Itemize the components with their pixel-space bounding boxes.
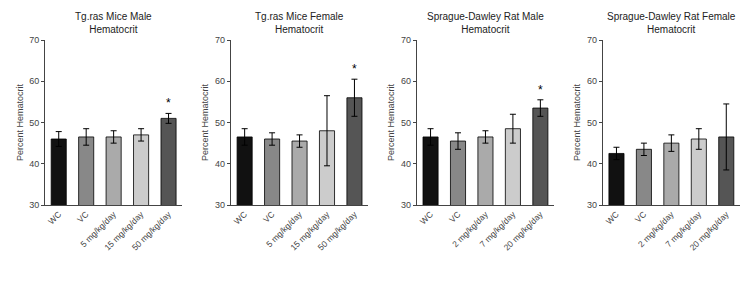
svg-text:20 mg/kg/day: 20 mg/kg/day xyxy=(502,209,546,253)
svg-text:70: 70 xyxy=(215,35,225,45)
svg-text:Sprague-Dawley Rat MaleHematoc: Sprague-Dawley Rat MaleHematocrit xyxy=(427,11,544,35)
svg-text:WC: WC xyxy=(604,209,621,226)
svg-text:*: * xyxy=(352,62,357,76)
svg-text:7 mg/kg/day: 7 mg/kg/day xyxy=(663,209,703,249)
svg-text:15 mg/kg/day: 15 mg/kg/day xyxy=(288,209,332,253)
svg-text:20 mg/kg/day: 20 mg/kg/day xyxy=(688,209,732,253)
svg-text:5 mg/kg/day: 5 mg/kg/day xyxy=(264,209,304,249)
svg-text:VC: VC xyxy=(75,209,90,224)
svg-text:40: 40 xyxy=(401,159,411,169)
svg-text:2 mg/kg/day: 2 mg/kg/day xyxy=(636,209,676,249)
svg-text:VC: VC xyxy=(447,209,462,224)
svg-text:60: 60 xyxy=(401,76,411,86)
svg-text:*: * xyxy=(538,83,543,97)
svg-text:50: 50 xyxy=(587,118,597,128)
svg-text:VC: VC xyxy=(261,209,276,224)
svg-text:5 mg/kg/day: 5 mg/kg/day xyxy=(78,209,118,249)
svg-text:50: 50 xyxy=(401,118,411,128)
svg-text:50 mg/kg/day: 50 mg/kg/day xyxy=(316,209,360,253)
svg-text:40: 40 xyxy=(215,159,225,169)
svg-text:Percent Hematocrit: Percent Hematocrit xyxy=(200,83,210,161)
svg-text:15 mg/kg/day: 15 mg/kg/day xyxy=(102,209,146,253)
svg-text:30: 30 xyxy=(401,200,411,210)
svg-text:Tg.ras Mice MaleHematocrit: Tg.ras Mice MaleHematocrit xyxy=(75,11,152,35)
svg-text:70: 70 xyxy=(401,35,411,45)
svg-text:50: 50 xyxy=(29,118,39,128)
svg-text:70: 70 xyxy=(587,35,597,45)
svg-text:50: 50 xyxy=(215,118,225,128)
svg-text:30: 30 xyxy=(215,200,225,210)
svg-text:30: 30 xyxy=(29,200,39,210)
svg-text:40: 40 xyxy=(587,159,597,169)
svg-text:30: 30 xyxy=(587,200,597,210)
svg-text:Percent Hematocrit: Percent Hematocrit xyxy=(386,83,396,161)
svg-text:WC: WC xyxy=(232,209,249,226)
svg-text:7 mg/kg/day: 7 mg/kg/day xyxy=(478,209,518,249)
svg-text:60: 60 xyxy=(215,76,225,86)
svg-text:Tg.ras Mice FemaleHematocrit: Tg.ras Mice FemaleHematocrit xyxy=(255,11,344,35)
svg-text:VC: VC xyxy=(633,209,648,224)
svg-text:WC: WC xyxy=(418,209,435,226)
svg-text:70: 70 xyxy=(29,35,39,45)
svg-text:60: 60 xyxy=(29,76,39,86)
svg-text:*: * xyxy=(166,96,171,110)
svg-text:60: 60 xyxy=(587,76,597,86)
svg-text:Percent Hematocrit: Percent Hematocrit xyxy=(572,83,582,161)
svg-text:Percent Hematocrit: Percent Hematocrit xyxy=(15,83,25,161)
svg-text:2 mg/kg/day: 2 mg/kg/day xyxy=(450,209,490,249)
svg-text:50 mg/kg/day: 50 mg/kg/day xyxy=(130,209,174,253)
svg-text:40: 40 xyxy=(29,159,39,169)
svg-text:WC: WC xyxy=(46,209,63,226)
svg-text:Sprague-Dawley Rat FemaleHemat: Sprague-Dawley Rat FemaleHematocrit xyxy=(607,11,736,35)
